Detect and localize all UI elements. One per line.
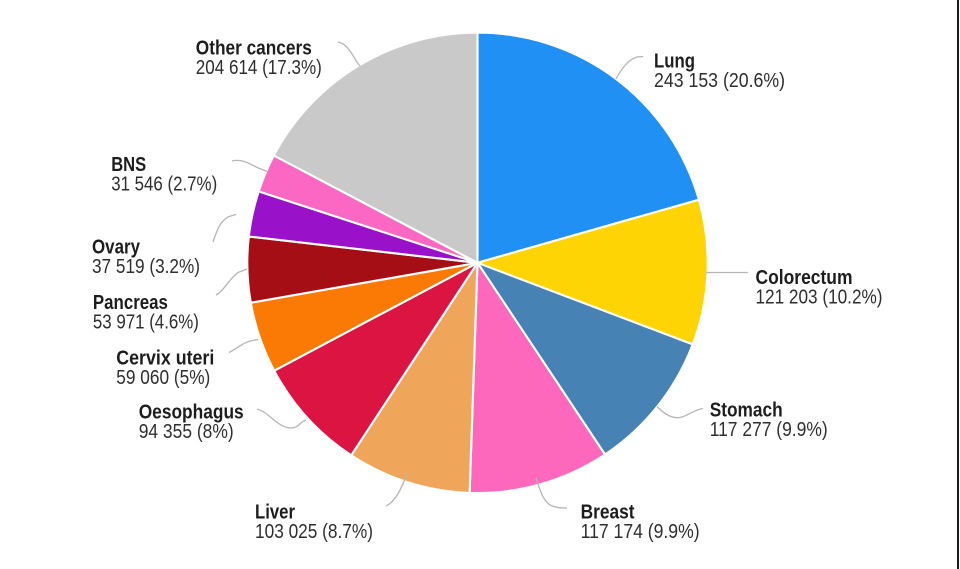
svg-text:Oesophagus: Oesophagus [139,401,244,423]
svg-text:53 971 (4.6%): 53 971 (4.6%) [93,312,199,334]
svg-text:Pancreas: Pancreas [93,292,168,314]
svg-text:31 546 (2.7%): 31 546 (2.7%) [111,174,217,196]
svg-text:BNS: BNS [111,154,146,176]
svg-text:Liver: Liver [255,502,295,524]
svg-text:243 153 (20.6%): 243 153 (20.6%) [654,70,785,92]
svg-text:Lung: Lung [654,51,695,73]
svg-text:Breast: Breast [581,502,635,524]
svg-text:117 277 (9.9%): 117 277 (9.9%) [710,419,828,441]
svg-text:Cervix uteri: Cervix uteri [116,348,214,370]
svg-text:204 614 (17.3%): 204 614 (17.3%) [196,57,322,79]
svg-text:Other cancers: Other cancers [196,37,312,59]
svg-text:103 025 (8.7%): 103 025 (8.7%) [255,521,373,543]
svg-text:94 355 (8%): 94 355 (8%) [139,421,234,443]
svg-text:59 060 (5%): 59 060 (5%) [116,367,210,389]
svg-text:Stomach: Stomach [710,399,783,421]
svg-text:121 203 (10.2%): 121 203 (10.2%) [756,287,883,309]
svg-text:Ovary: Ovary [92,237,141,259]
svg-text:117 174 (9.9%): 117 174 (9.9%) [581,521,700,543]
svg-text:Colorectum: Colorectum [756,267,853,289]
svg-text:37 519 (3.2%): 37 519 (3.2%) [92,256,200,278]
